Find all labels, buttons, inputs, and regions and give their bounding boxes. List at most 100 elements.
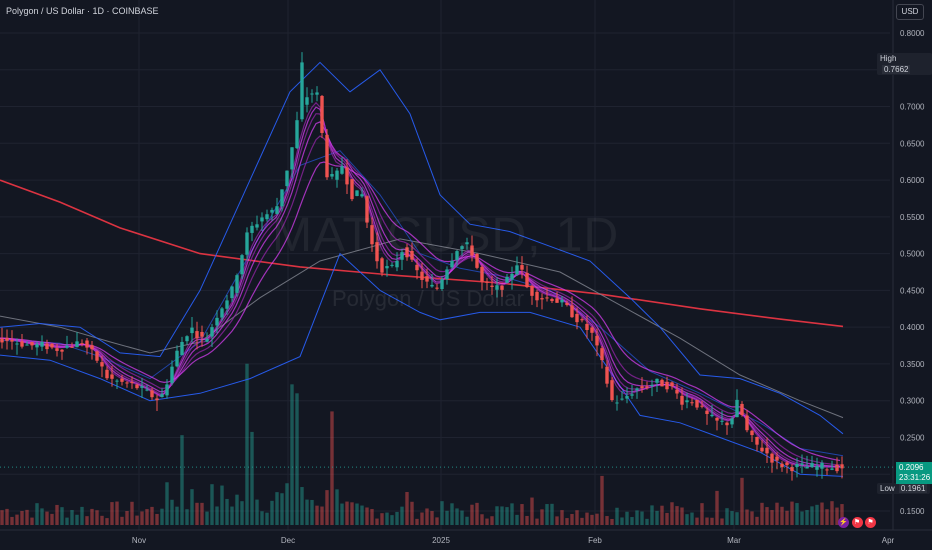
candle-body bbox=[840, 464, 844, 469]
candle-body bbox=[245, 232, 249, 255]
y-tick-label: 0.6000 bbox=[900, 176, 925, 185]
candles bbox=[0, 52, 844, 481]
candle-body bbox=[235, 275, 239, 293]
volume-bar bbox=[630, 517, 634, 525]
volume-bar bbox=[660, 505, 664, 525]
volume-bar bbox=[505, 507, 509, 525]
candle-body bbox=[155, 398, 159, 401]
candle-body bbox=[320, 95, 324, 133]
candle-body bbox=[55, 348, 59, 351]
volume-bar bbox=[435, 517, 439, 525]
candle-body bbox=[695, 399, 699, 408]
candle-body bbox=[685, 400, 689, 403]
candle-body bbox=[530, 286, 534, 296]
candle-body bbox=[475, 253, 479, 268]
candle-body bbox=[375, 242, 379, 262]
volume-bar bbox=[25, 509, 29, 525]
volume-bar bbox=[85, 516, 89, 525]
candle-body bbox=[170, 366, 174, 383]
ema-line bbox=[0, 101, 841, 468]
candle-body bbox=[75, 341, 79, 348]
candle-body bbox=[725, 422, 729, 426]
volume-bar bbox=[255, 499, 259, 525]
volume-bar bbox=[570, 513, 574, 525]
volume-bar bbox=[380, 513, 384, 525]
volume-bar bbox=[445, 510, 449, 525]
volume-bar bbox=[155, 513, 159, 525]
volume-bar bbox=[340, 503, 344, 525]
volume-bar bbox=[115, 501, 119, 525]
countdown: 23:31:26 bbox=[899, 473, 931, 482]
flag-icon[interactable]: ⚑ bbox=[851, 517, 863, 528]
candle-body bbox=[265, 214, 269, 220]
currency-button[interactable]: USD bbox=[896, 4, 924, 20]
symbol-title: Polygon / US Dollar · 1D · COINBASE bbox=[6, 6, 159, 16]
candle-body bbox=[370, 225, 374, 245]
volume-bar bbox=[595, 513, 599, 525]
low-marker: Low 0.1961 bbox=[877, 483, 931, 494]
flag-icon[interactable]: ⚑ bbox=[865, 517, 877, 528]
candle-body bbox=[495, 285, 499, 290]
volume-bar bbox=[530, 497, 534, 525]
ema-line bbox=[0, 135, 841, 466]
candle-body bbox=[660, 379, 664, 387]
volume-bar bbox=[375, 518, 379, 525]
candle-body bbox=[515, 265, 519, 275]
candle-body bbox=[615, 402, 619, 404]
candle-body bbox=[435, 287, 439, 289]
volume-bar bbox=[645, 518, 649, 525]
watermark-name: Polygon / US Dollar bbox=[332, 286, 524, 311]
candle-body bbox=[440, 279, 444, 290]
candle-body bbox=[70, 346, 74, 348]
lightning-icon[interactable]: ⚡ bbox=[838, 517, 849, 528]
watermark-symbol: MATICUSD, 1D bbox=[272, 209, 620, 262]
candle-body bbox=[760, 447, 764, 452]
candle-body bbox=[520, 265, 524, 270]
volume-bar bbox=[635, 510, 639, 525]
candle-body bbox=[50, 343, 54, 348]
volume-bar bbox=[705, 517, 709, 525]
y-tick-label: 0.3500 bbox=[900, 360, 925, 369]
volume-bar bbox=[305, 499, 309, 525]
candle-body bbox=[805, 466, 809, 469]
volume-bar bbox=[590, 514, 594, 525]
candle-body bbox=[205, 339, 209, 342]
candle-body bbox=[365, 196, 369, 223]
volume-bar bbox=[830, 501, 834, 525]
candle-body bbox=[605, 366, 609, 384]
volume-bar bbox=[840, 504, 844, 525]
candle-body bbox=[525, 272, 529, 288]
volume-bar bbox=[140, 511, 144, 525]
candle-body bbox=[650, 384, 654, 386]
candle-body bbox=[600, 348, 604, 361]
volume-bar bbox=[100, 515, 104, 525]
volume-bar bbox=[295, 393, 299, 525]
candle-body bbox=[790, 466, 794, 472]
candle-body bbox=[775, 456, 779, 461]
volume-bar bbox=[825, 509, 829, 525]
candle-body bbox=[810, 463, 814, 468]
volume-bar bbox=[785, 510, 789, 525]
candle-body bbox=[15, 343, 19, 345]
candle-body bbox=[780, 463, 784, 468]
candle-body bbox=[730, 418, 734, 425]
candle-body bbox=[335, 170, 339, 180]
candle-body bbox=[635, 388, 639, 391]
volume-bar bbox=[65, 517, 69, 525]
candle-body bbox=[580, 319, 584, 321]
candle-body bbox=[315, 92, 319, 95]
x-tick-label: Dec bbox=[281, 536, 295, 545]
volume-bar bbox=[720, 518, 724, 525]
candle-body bbox=[765, 447, 769, 454]
candle-body bbox=[595, 335, 599, 346]
candle-body bbox=[90, 345, 94, 350]
volume-bar bbox=[300, 487, 304, 525]
volume-bar bbox=[20, 511, 24, 525]
volume-bar bbox=[30, 517, 34, 525]
candle-body bbox=[260, 217, 264, 222]
candle-body bbox=[310, 93, 314, 95]
volume-bar bbox=[810, 506, 814, 525]
volume-bar bbox=[625, 511, 629, 525]
candle-body bbox=[590, 327, 594, 333]
